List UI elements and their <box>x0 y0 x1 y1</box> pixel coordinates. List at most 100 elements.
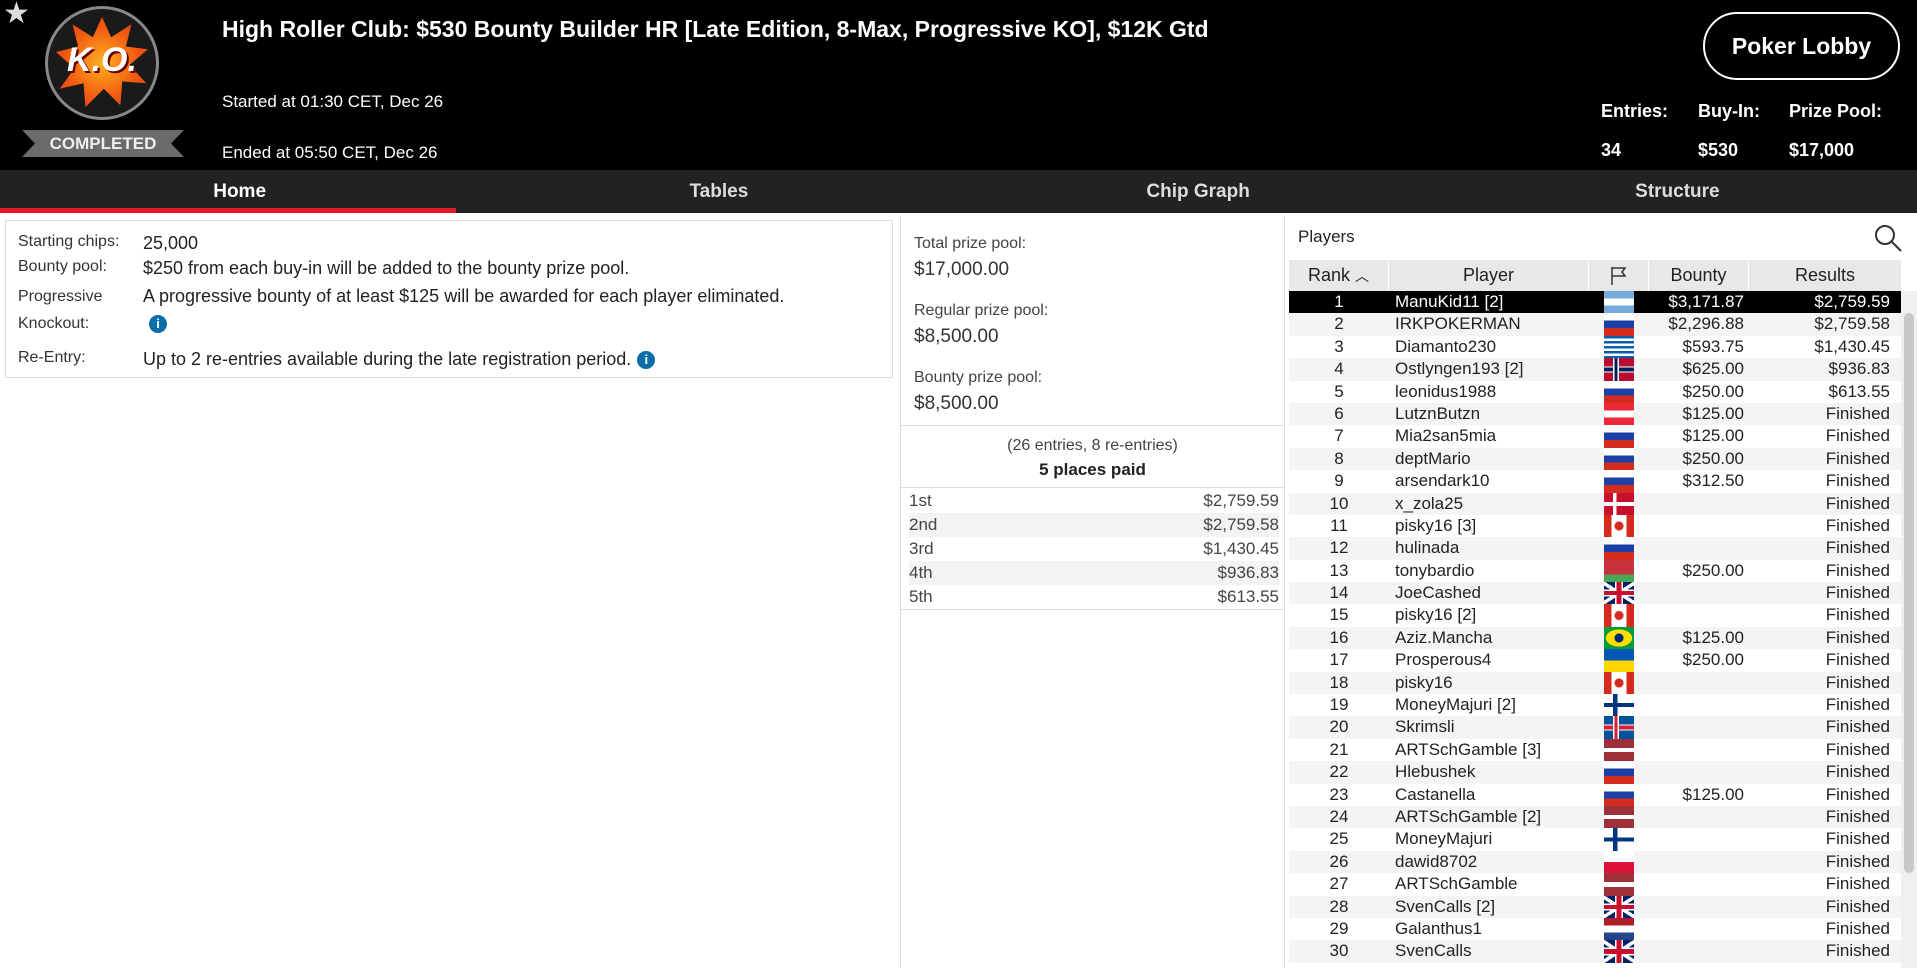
player-row[interactable]: 1 ManuKid11 [2] $3,171.87 $2,759.59 <box>1289 291 1901 314</box>
payout-row: 2nd $2,759.58 <box>909 513 1279 537</box>
players-label: Players <box>1298 227 1355 246</box>
ko-logo-text: K.O. <box>67 41 137 79</box>
player-result: Finished <box>1825 493 1890 513</box>
payout-amount: $936.83 <box>1217 563 1279 582</box>
bounty-column-header[interactable]: Bounty <box>1649 260 1749 291</box>
player-name: Skrimsli <box>1395 717 1455 737</box>
player-row[interactable]: 10 x_zola25 Finished <box>1289 492 1901 515</box>
player-name: ARTSchGamble <box>1395 874 1518 894</box>
player-bounty: $125.00 <box>1682 426 1744 446</box>
player-name: ARTSchGamble [2] <box>1395 806 1542 826</box>
player-row[interactable]: 13 tonybardio $250.00 Finished <box>1289 559 1901 583</box>
player-rank: 3 <box>1334 336 1344 356</box>
country-flag-icon <box>1604 402 1634 426</box>
player-row[interactable]: 8 deptMario $250.00 Finished <box>1289 447 1901 471</box>
player-rank: 9 <box>1334 471 1344 491</box>
buyin-value: $530 <box>1698 140 1739 160</box>
player-result: Finished <box>1825 739 1890 759</box>
player-result: Finished <box>1825 851 1890 871</box>
info-value: A progressive bounty of at least $125 wi… <box>143 286 785 306</box>
country-flag-icon <box>1604 492 1634 515</box>
player-row[interactable]: 9 arsendark10 $312.50 Finished <box>1289 470 1901 493</box>
payout-amount: $2,759.58 <box>1203 515 1279 534</box>
poker-lobby-button[interactable]: Poker Lobby <box>1703 12 1900 80</box>
scrollbar[interactable] <box>1901 291 1917 968</box>
player-result: $613.55 <box>1828 381 1890 401</box>
player-row[interactable]: 27 ARTSchGamble Finished <box>1289 873 1901 896</box>
regular-prize-value: $8,500.00 <box>914 326 999 347</box>
flag-column-header[interactable] <box>1589 260 1649 291</box>
player-row[interactable]: 12 hulinada Finished <box>1289 537 1901 560</box>
tab-chip-graph[interactable]: Chip Graph <box>1146 181 1250 202</box>
player-row[interactable]: 20 Skrimsli Finished <box>1289 716 1901 739</box>
player-name: Diamanto230 <box>1395 336 1497 356</box>
tab-tables[interactable]: Tables <box>689 181 749 202</box>
payout-amount: $1,430.45 <box>1203 539 1279 558</box>
player-bounty: $125.00 <box>1682 784 1744 804</box>
player-name: MoneyMajuri [2] <box>1395 695 1516 715</box>
player-row[interactable]: 23 Castanella $125.00 Finished <box>1289 783 1901 806</box>
players-table-header: Rank ︿ Player Bounty Results <box>1289 260 1901 291</box>
player-result: Finished <box>1825 627 1890 647</box>
player-bounty: $125.00 <box>1682 403 1744 423</box>
player-name: LutznButzn <box>1395 403 1481 423</box>
players-panel: Players Rank ︿ Player Bounty Results 1 M… <box>1285 215 1917 968</box>
player-name: arsendark10 <box>1395 471 1490 491</box>
player-row[interactable]: 30 SvenCalls Finished <box>1289 940 1901 963</box>
player-row[interactable]: 4 Ostlyngen193 [2] $625.00 $936.83 <box>1289 358 1901 381</box>
player-rank: 14 <box>1329 583 1349 603</box>
player-row[interactable]: 17 Prosperous4 $250.00 Finished <box>1289 649 1901 672</box>
player-row[interactable]: 14 JoeCashed Finished <box>1289 582 1901 605</box>
player-row[interactable]: 6 LutznButzn $125.00 Finished <box>1289 402 1901 426</box>
player-row[interactable]: 26 dawid8702 Finished <box>1289 850 1901 874</box>
payout-place: 1st <box>909 491 932 510</box>
country-flag-icon <box>1604 895 1634 918</box>
player-rank: 22 <box>1329 762 1349 782</box>
tournament-info: Starting chips: 25,000 Bounty pool: $250 f… <box>5 220 893 378</box>
search-icon[interactable] <box>1873 223 1903 253</box>
player-rank: 8 <box>1334 448 1344 468</box>
player-rank: 30 <box>1329 941 1349 961</box>
player-name: MoneyMajuri <box>1395 829 1493 849</box>
info-icon[interactable]: i <box>149 315 167 334</box>
favorite-star-icon[interactable]: ★ <box>3 0 30 30</box>
player-row[interactable]: 5 leonidus1988 $250.00 $613.55 <box>1289 380 1901 403</box>
player-result: Finished <box>1825 829 1890 849</box>
player-column-header[interactable]: Player <box>1389 260 1589 291</box>
prize-pool-value: $17,000 <box>1789 140 1855 160</box>
country-flag-icon <box>1604 291 1634 314</box>
player-result: Finished <box>1825 695 1890 715</box>
rank-column-header[interactable]: Rank ︿ <box>1289 260 1389 291</box>
player-row[interactable]: 18 pisky16 Finished <box>1289 671 1901 695</box>
player-row[interactable]: 3 Diamanto230 $593.75 $1,430.45 <box>1289 335 1901 359</box>
player-row[interactable]: 2 IRKPOKERMAN $2,296.88 $2,759.58 <box>1289 313 1901 336</box>
player-row[interactable]: 28 SvenCalls [2] Finished <box>1289 895 1901 918</box>
payout-place: 5th <box>909 587 933 606</box>
scrollbar-thumb[interactable] <box>1904 313 1914 873</box>
player-rank: 6 <box>1334 403 1344 423</box>
player-name: Aziz.Mancha <box>1395 627 1493 647</box>
player-result: Finished <box>1825 896 1890 916</box>
player-name: Hlebushek <box>1395 762 1476 782</box>
player-row[interactable]: 29 Galanthus1 Finished <box>1289 917 1901 941</box>
player-bounty: $250.00 <box>1682 560 1744 580</box>
player-row[interactable]: 11 pisky16 [3] Finished <box>1289 514 1901 538</box>
player-row[interactable]: 16 Aziz.Mancha $125.00 Finished <box>1289 626 1901 650</box>
player-row[interactable]: 25 MoneyMajuri Finished <box>1289 828 1901 851</box>
player-rank: 16 <box>1329 627 1349 647</box>
tab-home[interactable]: Home <box>0 170 479 213</box>
player-row[interactable]: 24 ARTSchGamble [2] Finished <box>1289 805 1901 829</box>
info-value: Up to 2 re-entries available during the … <box>143 349 632 369</box>
player-result: Finished <box>1825 806 1890 826</box>
player-row[interactable]: 19 MoneyMajuri [2] Finished <box>1289 694 1901 717</box>
player-row[interactable]: 21 ARTSchGamble [3] Finished <box>1289 738 1901 762</box>
tab-structure[interactable]: Structure <box>1635 181 1720 202</box>
info-key: Starting chips: <box>18 233 120 250</box>
player-rank: 11 <box>1330 515 1348 535</box>
player-row[interactable]: 15 pisky16 [2] Finished <box>1289 604 1901 627</box>
player-row[interactable]: 7 Mia2san5mia $125.00 Finished <box>1289 425 1901 448</box>
results-column-header[interactable]: Results <box>1794 265 1856 285</box>
player-row[interactable]: 22 Hlebushek Finished <box>1289 761 1901 784</box>
info-icon[interactable]: i <box>637 351 656 370</box>
player-name: pisky16 <box>1395 672 1453 692</box>
